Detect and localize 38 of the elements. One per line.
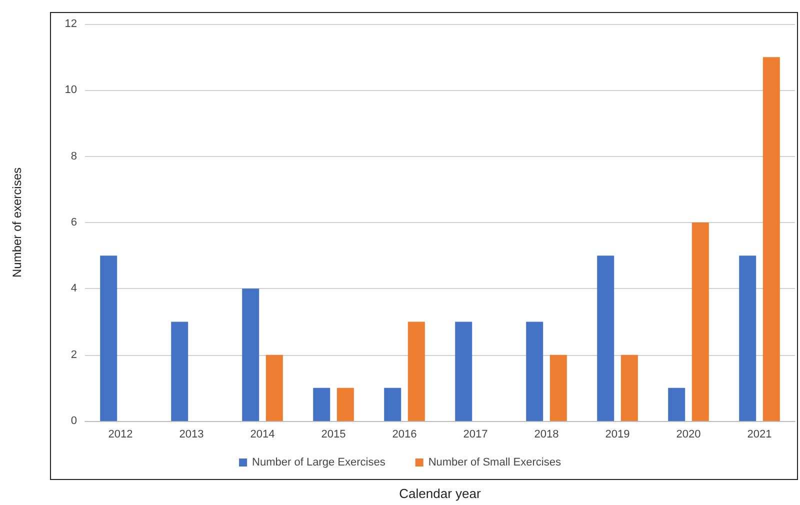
- legend-label: Number of Small Exercises: [428, 456, 562, 468]
- bar: [408, 322, 425, 421]
- bar: [455, 322, 472, 421]
- bar: [266, 354, 283, 421]
- x-tick-label: 2019: [605, 428, 630, 440]
- x-axis-title: Calendar year: [399, 486, 482, 501]
- bar: [668, 388, 686, 421]
- bar: [336, 388, 354, 421]
- x-tick-label: 2016: [392, 428, 417, 440]
- bar: [739, 256, 756, 421]
- bar: [384, 388, 402, 421]
- x-tick-label: 2014: [250, 428, 275, 440]
- bar: [550, 354, 567, 421]
- y-tick-label: 8: [70, 150, 77, 162]
- legend-label: Number of Large Exercises: [252, 456, 386, 468]
- bar: [100, 256, 118, 421]
- x-tick-label: 2021: [747, 428, 772, 440]
- x-tick-label: 2015: [321, 428, 346, 440]
- y-tick-label: 12: [64, 18, 77, 30]
- x-tick-label: 2018: [534, 428, 559, 440]
- bar: [762, 57, 780, 421]
- y-tick-label: 2: [70, 348, 77, 361]
- y-tick-label: 6: [70, 216, 77, 228]
- bar: [620, 354, 638, 421]
- bar: [526, 322, 544, 421]
- x-tick-label: 2020: [676, 428, 701, 440]
- y-tick-label: 4: [70, 282, 77, 295]
- bar: [171, 322, 188, 421]
- bar: [313, 388, 330, 421]
- bar: [242, 288, 260, 421]
- x-tick-label: 2013: [179, 428, 204, 440]
- bar: [597, 256, 614, 421]
- y-tick-label: 0: [70, 415, 77, 427]
- y-tick-label: 10: [64, 84, 77, 96]
- x-tick-label: 2012: [108, 428, 133, 440]
- y-axis-title: Number of exercises: [10, 167, 24, 278]
- x-tick-label: 2017: [463, 428, 488, 440]
- bar: [692, 222, 709, 421]
